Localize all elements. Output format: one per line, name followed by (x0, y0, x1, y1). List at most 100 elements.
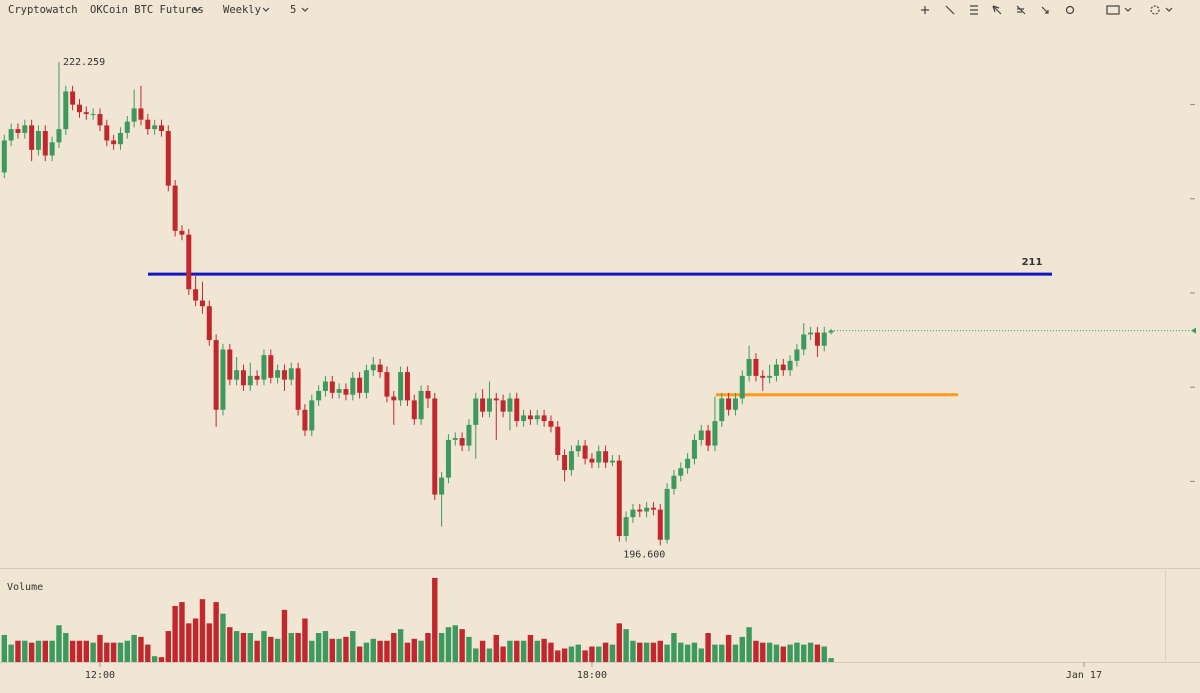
volume-bar (377, 640, 383, 662)
candle-body (391, 396, 397, 401)
volume-bar (821, 646, 827, 662)
volume-bar (69, 640, 76, 662)
volume-bar (391, 633, 397, 662)
volume-bar (404, 642, 411, 662)
volume-bar (254, 640, 260, 662)
volume-bar (725, 634, 732, 662)
volume-bar (616, 623, 622, 662)
candle-body (698, 430, 704, 440)
volume-bar (343, 636, 349, 662)
candle-body (732, 398, 738, 410)
volume-bar (281, 609, 288, 662)
candle-body (302, 409, 308, 431)
volume-bar (97, 634, 103, 662)
volume-bar (500, 646, 506, 662)
brand[interactable]: Cryptowatch (8, 4, 78, 16)
candle-body (404, 372, 410, 401)
volume-bar (589, 646, 595, 662)
candle-body (152, 125, 158, 130)
candle-body (623, 517, 629, 536)
candle-body (206, 306, 212, 341)
circle-tool[interactable] (1065, 5, 1075, 15)
candle-body (1, 140, 7, 173)
candle-body (15, 129, 21, 133)
volume-bar (192, 618, 199, 662)
candle-body (165, 131, 171, 186)
candle-body (76, 104, 82, 113)
dropdown-icon[interactable] (193, 7, 201, 12)
volume-bar (151, 656, 158, 662)
candle-body (480, 398, 486, 412)
period-select[interactable]: Weekly (223, 4, 261, 16)
market-select[interactable]: OKCoin BTC Futures (90, 4, 204, 16)
candle-body (657, 509, 663, 540)
volume-bar (432, 577, 438, 662)
candle-body (29, 125, 35, 150)
candle-body (500, 400, 506, 412)
volume-bar (493, 634, 499, 662)
candle-body (527, 415, 533, 420)
arrow-tool[interactable] (1041, 6, 1049, 14)
volume-bar (145, 644, 151, 662)
dropdown-icon[interactable] (301, 7, 309, 12)
volume-bar (274, 638, 281, 662)
candle-body (124, 121, 130, 133)
candle-body (295, 368, 301, 410)
candle-body (193, 289, 199, 301)
candle-body (459, 438, 465, 446)
dropdown-icon[interactable] (262, 7, 270, 12)
horizontal-tool[interactable] (970, 5, 978, 15)
dropdown-icon[interactable] (1165, 7, 1173, 12)
volume-bar (370, 638, 376, 662)
volume-bar (684, 644, 691, 662)
candle-body (281, 370, 287, 380)
candle-body (767, 375, 773, 378)
volume-bar (397, 629, 404, 662)
fib-tool[interactable] (1016, 5, 1026, 15)
volume-bar (425, 633, 431, 662)
candle-body (418, 390, 424, 420)
volume-bar (110, 642, 117, 662)
volume-bar (657, 640, 663, 662)
volume-bar (315, 633, 322, 662)
candle-body (199, 300, 205, 307)
volume-bar (705, 633, 711, 662)
candle-body (63, 91, 69, 130)
interval-select[interactable]: 5 (290, 4, 296, 16)
volume-bar (780, 646, 786, 662)
fan-tool[interactable] (992, 5, 1002, 15)
volume-bar (227, 627, 233, 662)
candle-body (541, 415, 547, 422)
candle-body (568, 451, 574, 471)
volume-bar (732, 644, 739, 662)
volume-bar (664, 644, 670, 662)
keyboard-button[interactable] (1106, 5, 1120, 15)
candle-body (821, 332, 827, 346)
candle-body (712, 421, 718, 446)
dropdown-icon[interactable] (1124, 7, 1132, 12)
settings-button[interactable] (1150, 5, 1160, 15)
volume-bar (233, 631, 240, 662)
crosshair-tool[interactable] (921, 6, 929, 14)
candle-body (828, 330, 834, 333)
volume-bar (787, 644, 793, 662)
volume-bar (630, 640, 636, 662)
volume-bar (247, 633, 253, 662)
volume-bar (138, 636, 144, 662)
line-label: 211 (1022, 257, 1043, 268)
volume-bar (753, 640, 759, 662)
candle-body (350, 377, 356, 395)
candle-body (473, 398, 479, 425)
candle-body (562, 454, 568, 471)
line-tool[interactable] (945, 5, 955, 15)
candle-body (445, 439, 451, 478)
candle-body (808, 332, 814, 335)
drawing-tools (921, 5, 1173, 15)
candle-body (493, 398, 499, 401)
candle-body (398, 372, 404, 401)
volume-bar (637, 642, 643, 662)
candle-body (650, 507, 656, 510)
candle-body (213, 340, 219, 410)
